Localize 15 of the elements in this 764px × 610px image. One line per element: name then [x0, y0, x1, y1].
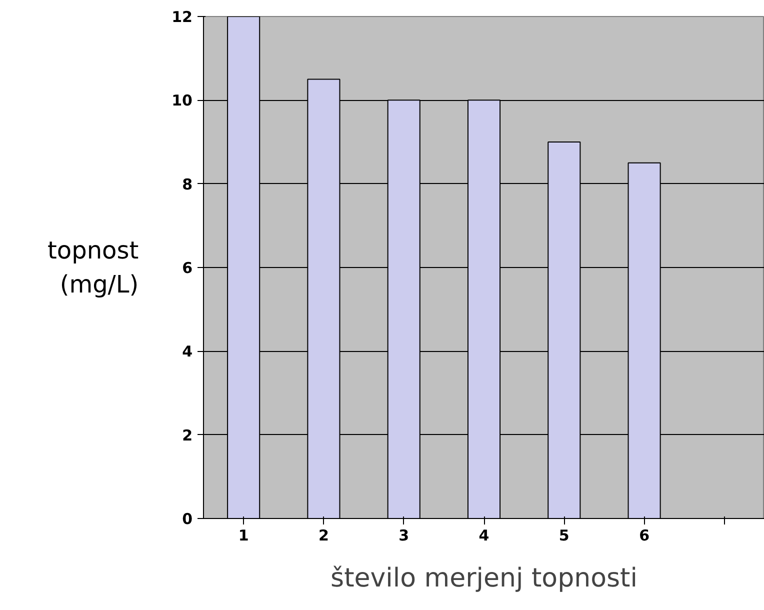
y-tick-label: 10: [172, 92, 192, 110]
x-tick-label: 4: [478, 526, 490, 544]
x-tick-label: 3: [398, 526, 410, 544]
y-tick-label: 8: [182, 175, 192, 194]
y-axis-title: topnost (mg/L): [47, 236, 139, 298]
y-tick-label: 12: [172, 8, 192, 26]
y-tick-label: 4: [182, 342, 192, 361]
y-tick-label: 2: [182, 426, 192, 444]
x-tick-label: 1: [238, 526, 249, 544]
x-tick-label: 2: [318, 526, 329, 544]
x-tick-label: 6: [639, 526, 650, 544]
x-tick-label: 5: [558, 526, 570, 544]
y-tick-label: 0: [182, 510, 192, 528]
y-tick-label: 6: [182, 259, 192, 277]
x-axis-title: število merjenj topnosti: [330, 564, 638, 594]
